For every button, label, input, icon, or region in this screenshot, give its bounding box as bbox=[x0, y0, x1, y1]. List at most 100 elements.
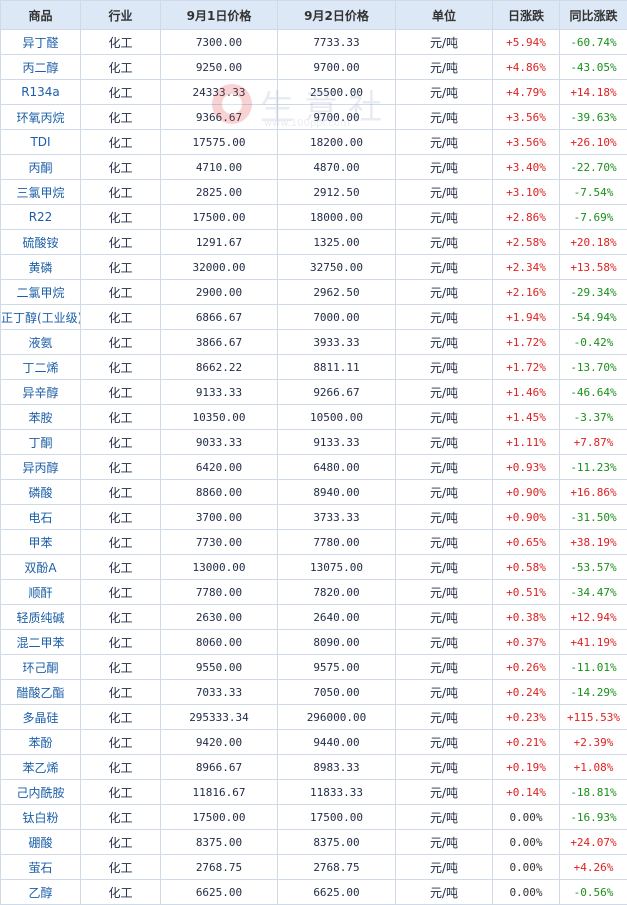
commodity-link[interactable]: 双酚A bbox=[1, 555, 81, 580]
commodity-link[interactable]: 多晶硅 bbox=[1, 705, 81, 730]
daily-change-cell: +0.24% bbox=[493, 680, 560, 705]
commodity-link[interactable]: 丁二烯 bbox=[1, 355, 81, 380]
commodity-link[interactable]: 环氧丙烷 bbox=[1, 105, 81, 130]
commodity-link[interactable]: 液氨 bbox=[1, 330, 81, 355]
price-sep1-cell: 295333.34 bbox=[161, 705, 278, 730]
commodity-link[interactable]: 苯胺 bbox=[1, 405, 81, 430]
commodity-link[interactable]: 丙酮 bbox=[1, 155, 81, 180]
price-sep2-cell: 8375.00 bbox=[278, 830, 396, 855]
price-sep1-cell: 2768.75 bbox=[161, 855, 278, 880]
commodity-link[interactable]: 二氯甲烷 bbox=[1, 280, 81, 305]
price-sep1-cell: 10350.00 bbox=[161, 405, 278, 430]
commodity-link[interactable]: TDI bbox=[1, 130, 81, 155]
commodity-link[interactable]: 硼酸 bbox=[1, 830, 81, 855]
header-price-sep2: 9月2日价格 bbox=[278, 1, 396, 30]
commodity-link[interactable]: R22 bbox=[1, 205, 81, 230]
daily-change-cell: 0.00% bbox=[493, 855, 560, 880]
daily-change-cell: +2.34% bbox=[493, 255, 560, 280]
commodity-link[interactable]: 异丙醇 bbox=[1, 455, 81, 480]
commodity-link[interactable]: 异辛醇 bbox=[1, 380, 81, 405]
header-daily-change: 日涨跌 bbox=[493, 1, 560, 30]
commodity-link[interactable]: 黄磷 bbox=[1, 255, 81, 280]
commodity-link[interactable]: 硫酸铵 bbox=[1, 230, 81, 255]
commodity-link[interactable]: 苯酚 bbox=[1, 730, 81, 755]
unit-cell: 元/吨 bbox=[396, 255, 493, 280]
price-sep1-cell: 17500.00 bbox=[161, 805, 278, 830]
daily-change-cell: +5.94% bbox=[493, 30, 560, 55]
yoy-change-cell: -16.93% bbox=[560, 805, 627, 830]
commodity-link[interactable]: 乙醇 bbox=[1, 880, 81, 905]
price-sep1-cell: 1291.67 bbox=[161, 230, 278, 255]
commodity-link[interactable]: 醋酸乙酯 bbox=[1, 680, 81, 705]
yoy-change-cell: +24.07% bbox=[560, 830, 627, 855]
price-sep2-cell: 10500.00 bbox=[278, 405, 396, 430]
commodity-link[interactable]: 三氯甲烷 bbox=[1, 180, 81, 205]
yoy-change-cell: -29.34% bbox=[560, 280, 627, 305]
daily-change-cell: +0.21% bbox=[493, 730, 560, 755]
yoy-change-cell: -22.70% bbox=[560, 155, 627, 180]
daily-change-cell: +3.40% bbox=[493, 155, 560, 180]
commodity-link[interactable]: R134a bbox=[1, 80, 81, 105]
commodity-link[interactable]: 异丁醛 bbox=[1, 30, 81, 55]
price-sep2-cell: 9700.00 bbox=[278, 105, 396, 130]
price-sep1-cell: 8375.00 bbox=[161, 830, 278, 855]
industry-cell: 化工 bbox=[81, 80, 161, 105]
price-sep1-cell: 3700.00 bbox=[161, 505, 278, 530]
commodity-link[interactable]: 甲苯 bbox=[1, 530, 81, 555]
industry-cell: 化工 bbox=[81, 880, 161, 905]
price-sep2-cell: 2640.00 bbox=[278, 605, 396, 630]
daily-change-cell: +0.90% bbox=[493, 505, 560, 530]
commodity-link[interactable]: 电石 bbox=[1, 505, 81, 530]
unit-cell: 元/吨 bbox=[396, 180, 493, 205]
yoy-change-cell: -0.42% bbox=[560, 330, 627, 355]
price-sep2-cell: 32750.00 bbox=[278, 255, 396, 280]
industry-cell: 化工 bbox=[81, 630, 161, 655]
commodity-link[interactable]: 丙二醇 bbox=[1, 55, 81, 80]
unit-cell: 元/吨 bbox=[396, 330, 493, 355]
commodity-link[interactable]: 混二甲苯 bbox=[1, 630, 81, 655]
commodity-link[interactable]: 磷酸 bbox=[1, 480, 81, 505]
price-sep2-cell: 6480.00 bbox=[278, 455, 396, 480]
industry-cell: 化工 bbox=[81, 655, 161, 680]
commodity-link[interactable]: 苯乙烯 bbox=[1, 755, 81, 780]
price-sep1-cell: 9366.67 bbox=[161, 105, 278, 130]
price-sep1-cell: 17575.00 bbox=[161, 130, 278, 155]
unit-cell: 元/吨 bbox=[396, 555, 493, 580]
unit-cell: 元/吨 bbox=[396, 855, 493, 880]
unit-cell: 元/吨 bbox=[396, 580, 493, 605]
industry-cell: 化工 bbox=[81, 380, 161, 405]
daily-change-cell: +2.16% bbox=[493, 280, 560, 305]
commodity-link[interactable]: 萤石 bbox=[1, 855, 81, 880]
commodity-link[interactable]: 轻质纯碱 bbox=[1, 605, 81, 630]
commodity-link[interactable]: 己内酰胺 bbox=[1, 780, 81, 805]
yoy-change-cell: +4.26% bbox=[560, 855, 627, 880]
commodity-link[interactable]: 环己酮 bbox=[1, 655, 81, 680]
commodity-link[interactable]: 丁酮 bbox=[1, 430, 81, 455]
daily-change-cell: +0.38% bbox=[493, 605, 560, 630]
commodity-link[interactable]: 顺酐 bbox=[1, 580, 81, 605]
price-sep2-cell: 9700.00 bbox=[278, 55, 396, 80]
price-sep1-cell: 9250.00 bbox=[161, 55, 278, 80]
price-sep2-cell: 3933.33 bbox=[278, 330, 396, 355]
commodity-link[interactable]: 正丁醇(工业级) bbox=[1, 305, 81, 330]
unit-cell: 元/吨 bbox=[396, 105, 493, 130]
header-industry: 行业 bbox=[81, 1, 161, 30]
price-sep1-cell: 8966.67 bbox=[161, 755, 278, 780]
unit-cell: 元/吨 bbox=[396, 830, 493, 855]
commodity-link[interactable]: 钛白粉 bbox=[1, 805, 81, 830]
header-unit: 单位 bbox=[396, 1, 493, 30]
